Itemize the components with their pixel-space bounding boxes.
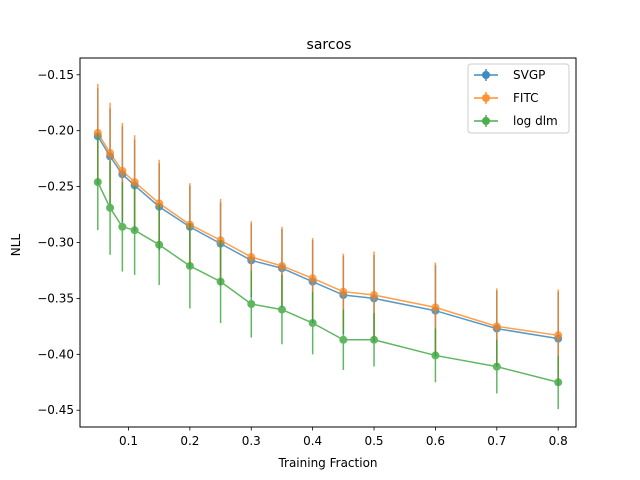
data-point bbox=[130, 226, 139, 235]
x-axis-label: Training Fraction bbox=[277, 456, 377, 470]
y-tick-label: −0.25 bbox=[37, 180, 74, 194]
data-point bbox=[554, 331, 563, 340]
y-tick-label: −0.30 bbox=[37, 236, 74, 250]
data-point bbox=[118, 222, 127, 231]
data-point bbox=[93, 128, 102, 137]
legend-label: SVGP bbox=[513, 68, 545, 82]
data-point bbox=[106, 203, 115, 212]
series-line bbox=[97, 132, 559, 337]
x-tick-label: 0.7 bbox=[487, 434, 506, 448]
series-layer bbox=[93, 83, 563, 410]
data-point bbox=[431, 303, 440, 312]
legend-box bbox=[467, 63, 570, 134]
y-tick-label: −0.40 bbox=[37, 347, 74, 361]
x-tick-label: 0.2 bbox=[180, 434, 199, 448]
data-point bbox=[370, 291, 379, 300]
data-point bbox=[277, 261, 286, 270]
chart-title: sarcos bbox=[307, 37, 352, 53]
data-point bbox=[431, 351, 440, 360]
x-tick-label: 0.3 bbox=[242, 434, 261, 448]
data-point bbox=[106, 149, 115, 158]
data-point bbox=[216, 277, 225, 286]
series-log-dlm bbox=[93, 134, 563, 410]
data-point bbox=[93, 178, 102, 187]
y-axis-label: NLL bbox=[9, 234, 23, 257]
legend-item bbox=[474, 92, 498, 104]
y-axis: −0.15 −0.20 −0.25 −0.30 −0.35 −0.40 −0.45 bbox=[37, 68, 80, 417]
legend-marker bbox=[482, 71, 490, 79]
x-tick-label: 0.8 bbox=[549, 434, 568, 448]
data-point bbox=[492, 362, 501, 371]
data-point bbox=[155, 199, 164, 208]
legend-item bbox=[474, 69, 498, 81]
data-point bbox=[308, 319, 317, 328]
y-tick-label: −0.35 bbox=[37, 291, 74, 305]
legend-marker bbox=[482, 117, 490, 125]
x-axis: 0.1 0.2 0.3 0.4 0.5 0.6 0.7 0.8 bbox=[119, 427, 568, 448]
data-point bbox=[554, 378, 563, 387]
legend-item bbox=[474, 115, 498, 127]
data-point bbox=[277, 305, 286, 314]
series-line bbox=[97, 135, 559, 340]
legend-label: log dlm bbox=[513, 114, 558, 128]
data-point bbox=[370, 335, 379, 344]
y-tick-label: −0.15 bbox=[37, 68, 74, 82]
data-point bbox=[247, 300, 256, 308]
legend: SVGP FITC log dlm bbox=[467, 63, 570, 134]
data-point bbox=[247, 253, 256, 262]
data-point bbox=[118, 166, 127, 175]
data-point bbox=[492, 322, 501, 331]
data-point bbox=[185, 261, 194, 270]
y-tick-label: −0.20 bbox=[37, 124, 74, 138]
plot-frame bbox=[79, 57, 577, 428]
legend-marker bbox=[482, 94, 490, 102]
x-tick-label: 0.6 bbox=[426, 434, 445, 448]
x-tick-label: 0.4 bbox=[303, 434, 322, 448]
data-point bbox=[339, 335, 348, 344]
data-point bbox=[339, 287, 348, 296]
x-tick-label: 0.1 bbox=[119, 434, 138, 448]
data-point bbox=[308, 274, 317, 283]
y-tick-label: −0.45 bbox=[37, 403, 74, 417]
legend-label: FITC bbox=[513, 91, 538, 105]
data-point bbox=[130, 178, 139, 187]
x-tick-label: 0.5 bbox=[364, 434, 383, 448]
data-point bbox=[155, 240, 164, 249]
